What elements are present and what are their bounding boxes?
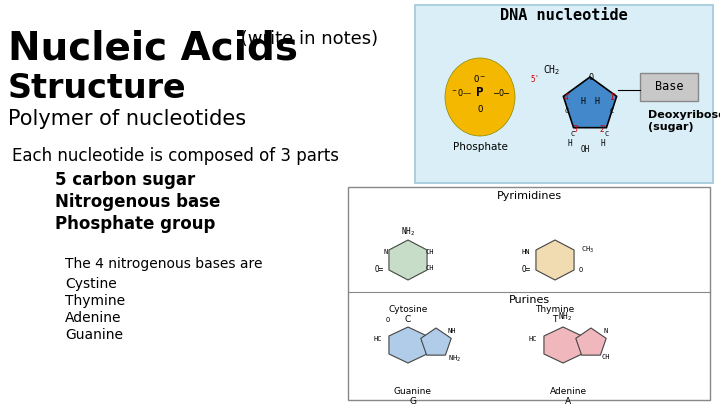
Text: Phosphate: Phosphate xyxy=(453,142,508,152)
Text: CH: CH xyxy=(426,265,434,271)
Polygon shape xyxy=(536,240,574,280)
Text: HC: HC xyxy=(528,336,537,342)
Text: O: O xyxy=(588,72,593,81)
Text: P: P xyxy=(476,87,484,100)
Text: —O—: —O— xyxy=(493,89,508,98)
Text: Guanine: Guanine xyxy=(65,328,123,342)
Text: NH: NH xyxy=(448,328,456,334)
Bar xyxy=(640,73,698,101)
Text: O=: O= xyxy=(522,266,531,275)
Text: Polymer of nucleotides: Polymer of nucleotides xyxy=(8,109,246,129)
Text: NH$_2$: NH$_2$ xyxy=(558,311,572,323)
Ellipse shape xyxy=(445,58,515,136)
Polygon shape xyxy=(544,327,582,363)
Text: C: C xyxy=(565,108,569,114)
Text: 2': 2' xyxy=(600,124,606,134)
Polygon shape xyxy=(389,327,427,363)
Text: (write in notes): (write in notes) xyxy=(235,30,378,48)
Bar xyxy=(415,5,713,183)
Text: Thymine
T: Thymine T xyxy=(536,305,575,324)
Text: Adenine
A: Adenine A xyxy=(549,387,587,405)
Text: 5': 5' xyxy=(531,75,539,83)
Text: Cystine: Cystine xyxy=(65,277,117,291)
Text: O$^-$: O$^-$ xyxy=(473,73,487,85)
Text: Nitrogenous base: Nitrogenous base xyxy=(55,193,220,211)
Text: C: C xyxy=(610,108,614,114)
Text: O=: O= xyxy=(374,266,384,275)
Polygon shape xyxy=(563,77,616,128)
Text: OH: OH xyxy=(580,145,590,154)
Text: N: N xyxy=(603,328,607,334)
Text: NH$_2$: NH$_2$ xyxy=(448,354,461,364)
Text: C: C xyxy=(605,131,609,137)
Text: O: O xyxy=(579,267,583,273)
Text: Adenine: Adenine xyxy=(65,311,122,325)
Polygon shape xyxy=(389,240,427,280)
Text: CH: CH xyxy=(601,354,610,360)
Text: The 4 nitrogenous bases are: The 4 nitrogenous bases are xyxy=(65,257,263,271)
Text: DNA nucleotide: DNA nucleotide xyxy=(500,8,628,23)
Text: Thymine: Thymine xyxy=(65,294,125,308)
Text: C: C xyxy=(571,131,575,137)
Text: CH$_2$: CH$_2$ xyxy=(543,63,560,77)
Text: Nucleic Acids: Nucleic Acids xyxy=(8,30,298,68)
Text: NH$_2$: NH$_2$ xyxy=(401,226,415,238)
Text: 1': 1' xyxy=(610,94,616,102)
Text: H: H xyxy=(567,139,572,149)
Polygon shape xyxy=(576,328,606,355)
Bar xyxy=(348,187,710,400)
Text: 3': 3' xyxy=(572,124,580,134)
Text: N: N xyxy=(384,249,388,255)
Polygon shape xyxy=(420,328,451,355)
Text: O: O xyxy=(477,104,482,113)
Text: $^-$O—: $^-$O— xyxy=(450,87,472,98)
Text: Guanine
G: Guanine G xyxy=(394,387,432,405)
Text: Purines: Purines xyxy=(508,295,549,305)
Text: Pyrimidines: Pyrimidines xyxy=(496,191,562,201)
Text: 5 carbon sugar: 5 carbon sugar xyxy=(55,171,195,189)
Text: Each nucleotide is composed of 3 parts: Each nucleotide is composed of 3 parts xyxy=(12,147,339,165)
Text: Phosphate group: Phosphate group xyxy=(55,215,215,233)
Text: HN: HN xyxy=(521,249,530,255)
Text: HC: HC xyxy=(374,336,382,342)
Text: Structure: Structure xyxy=(8,72,186,105)
Text: O: O xyxy=(386,317,390,323)
Text: Deoxyribose
(sugar): Deoxyribose (sugar) xyxy=(648,110,720,132)
Text: H: H xyxy=(580,98,585,107)
Text: Cytosine
C: Cytosine C xyxy=(388,305,428,324)
Text: H: H xyxy=(600,139,606,149)
Text: CH: CH xyxy=(426,249,434,255)
Text: CH$_3$: CH$_3$ xyxy=(581,245,594,255)
Text: Base: Base xyxy=(654,81,683,94)
Text: 4': 4' xyxy=(564,94,570,102)
Text: H: H xyxy=(595,98,600,107)
